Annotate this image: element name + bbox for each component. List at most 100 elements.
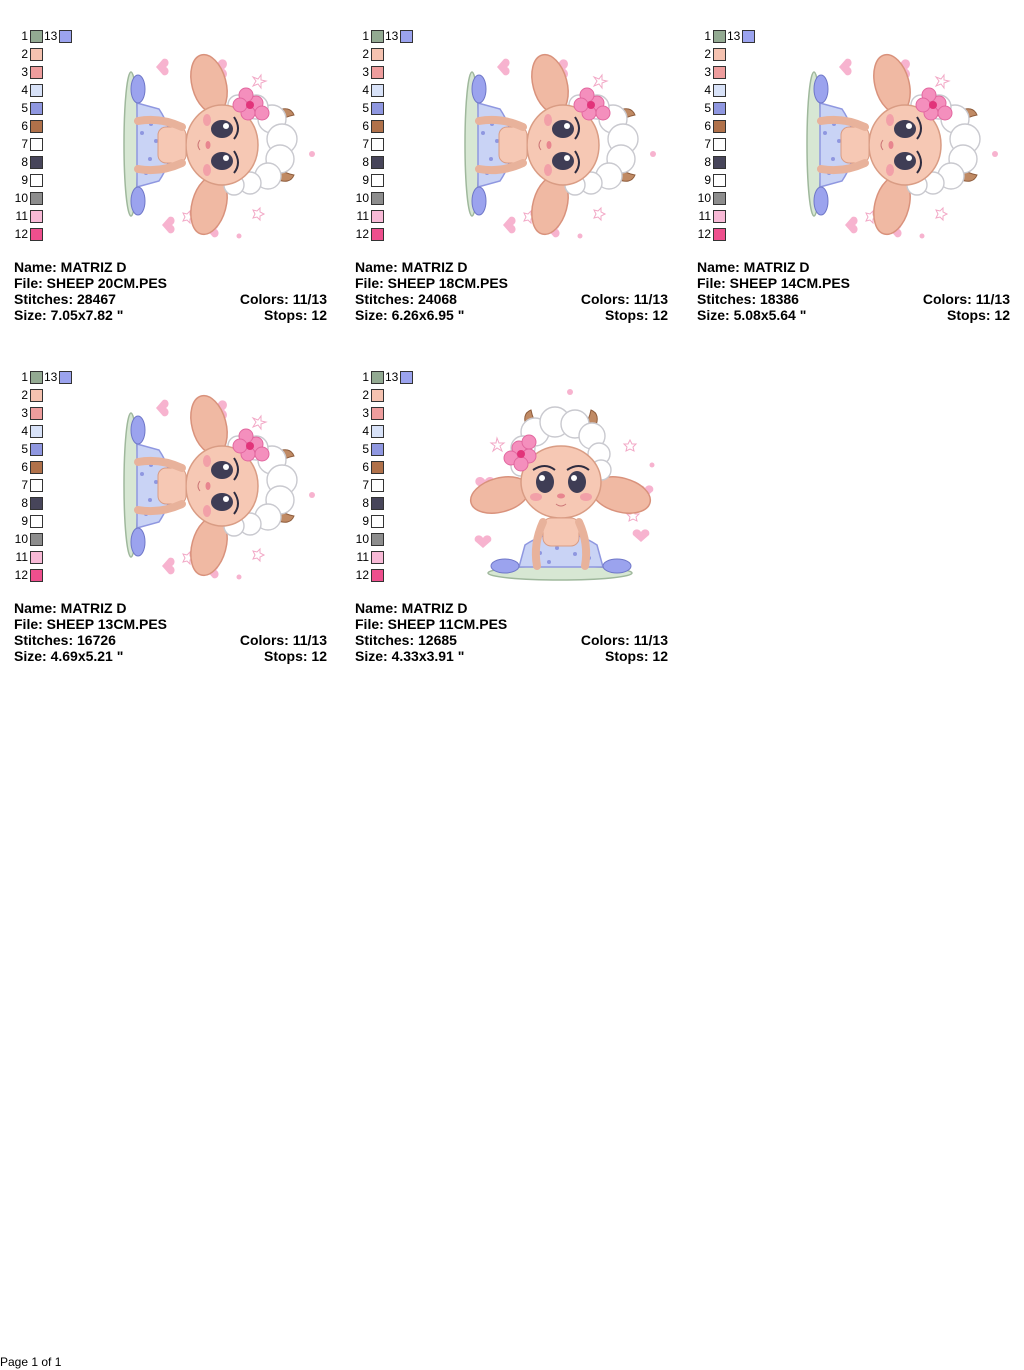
palette-number: 5 — [21, 101, 28, 115]
stitch-count: Stitches: 12685 — [355, 632, 457, 648]
color-swatch — [30, 406, 43, 420]
palette-number: 11 — [15, 550, 28, 564]
palette-row: 11 — [355, 550, 384, 564]
palette-number: 4 — [704, 83, 711, 97]
design-card: 1 13 2 3 4 5 6 7 8 9 10 11 12 Name: MATRIZ D File: SHE… — [355, 370, 675, 680]
palette-row: 4 — [14, 424, 43, 438]
palette-number: 8 — [362, 496, 369, 510]
color-swatch — [30, 191, 43, 205]
palette-number: 4 — [362, 83, 369, 97]
palette-number: 12 — [355, 227, 369, 241]
palette-row: 3 — [355, 406, 384, 420]
design-info: Name: MATRIZ D File: SHEEP 11CM.PES Stitch… — [355, 600, 668, 664]
design-name: Name: MATRIZ D — [14, 259, 127, 275]
palette-row: 8 — [355, 496, 384, 510]
palette-number: 8 — [704, 155, 711, 169]
color-swatch — [30, 550, 43, 564]
design-info: Name: MATRIZ D File: SHEEP 20CM.PES Stitch… — [14, 259, 327, 323]
design-size: Size: 5.08x5.64 " — [697, 307, 807, 323]
design-name: Name: MATRIZ D — [14, 600, 127, 616]
color-swatch — [30, 119, 43, 133]
palette-number: 1 — [362, 29, 369, 43]
design-name: Name: MATRIZ D — [355, 600, 468, 616]
page-footer-label: Page 1 of 1 — [0, 1355, 62, 1369]
palette-row: 1 13 — [355, 370, 414, 384]
palette-row: 2 — [697, 47, 726, 61]
palette-row: 1 13 — [355, 29, 414, 43]
palette-row: 10 — [355, 532, 384, 546]
palette-row: 12 — [14, 227, 43, 241]
color-swatch — [371, 496, 384, 510]
palette-row: 4 — [697, 83, 726, 97]
color-swatch — [371, 532, 384, 546]
color-swatch — [30, 209, 43, 223]
color-swatch — [371, 119, 384, 133]
palette-number: 13 — [44, 370, 58, 384]
color-swatch — [713, 101, 726, 115]
palette-number: 10 — [14, 191, 28, 205]
design-size: Size: 4.69x5.21 " — [14, 648, 124, 664]
color-swatch — [30, 568, 43, 582]
stop-count: Stops: 12 — [263, 307, 327, 323]
palette-row: 7 — [14, 478, 43, 492]
palette-row: 5 — [355, 101, 384, 115]
color-swatch — [371, 478, 384, 492]
color-swatch — [30, 47, 43, 61]
palette-number: 2 — [704, 47, 711, 61]
color-swatch — [371, 47, 384, 61]
palette-row: 12 — [697, 227, 726, 241]
color-swatch — [30, 83, 43, 97]
stop-count: Stops: 12 — [946, 307, 1010, 323]
palette-row: 5 — [14, 101, 43, 115]
palette-row: 1 13 — [697, 29, 756, 43]
palette-number: 7 — [21, 478, 28, 492]
design-file: File: SHEEP 20CM.PES — [14, 275, 168, 291]
color-swatch — [30, 442, 43, 456]
palette-row: 8 — [697, 155, 726, 169]
palette-row: 11 — [697, 209, 726, 223]
sheep-design-preview — [104, 29, 334, 259]
palette-number: 1 — [704, 29, 711, 43]
palette-row: 7 — [697, 137, 726, 151]
color-swatch — [371, 83, 384, 97]
palette-row: 7 — [14, 137, 43, 151]
color-count: Colors: 11/13 — [580, 632, 668, 648]
color-swatch — [371, 137, 384, 151]
palette-row: 12 — [355, 227, 384, 241]
palette-row: 5 — [355, 442, 384, 456]
color-swatch — [400, 370, 414, 384]
palette-row: 2 — [355, 388, 384, 402]
palette-row: 8 — [355, 155, 384, 169]
palette-row: 4 — [14, 83, 43, 97]
palette-number: 5 — [362, 442, 369, 456]
color-swatch — [713, 227, 726, 241]
color-swatch — [30, 388, 43, 402]
palette-row: 9 — [14, 514, 43, 528]
color-swatch — [371, 29, 384, 43]
palette-row: 7 — [355, 478, 384, 492]
palette-number: 4 — [362, 424, 369, 438]
color-swatch — [371, 101, 384, 115]
color-swatch — [713, 155, 726, 169]
color-swatch — [371, 460, 384, 474]
sheep-design-preview — [787, 29, 1017, 259]
palette-row: 5 — [697, 101, 726, 115]
design-size: Size: 7.05x7.82 " — [14, 307, 124, 323]
palette-row: 11 — [14, 550, 43, 564]
palette-row: 5 — [14, 442, 43, 456]
color-swatch — [30, 137, 43, 151]
palette-row: 8 — [14, 496, 43, 510]
palette-number: 10 — [697, 191, 711, 205]
color-count: Colors: 11/13 — [922, 291, 1010, 307]
stitch-count: Stitches: 28467 — [14, 291, 116, 307]
palette-number: 7 — [362, 478, 369, 492]
palette-number: 5 — [704, 101, 711, 115]
palette-row: 10 — [14, 191, 43, 205]
color-swatch — [713, 65, 726, 79]
design-file: File: SHEEP 13CM.PES — [14, 616, 168, 632]
palette-row: 4 — [355, 83, 384, 97]
palette-row: 12 — [14, 568, 43, 582]
palette-row: 1 13 — [14, 370, 73, 384]
palette-row: 1 13 — [14, 29, 73, 43]
color-swatch — [713, 83, 726, 97]
